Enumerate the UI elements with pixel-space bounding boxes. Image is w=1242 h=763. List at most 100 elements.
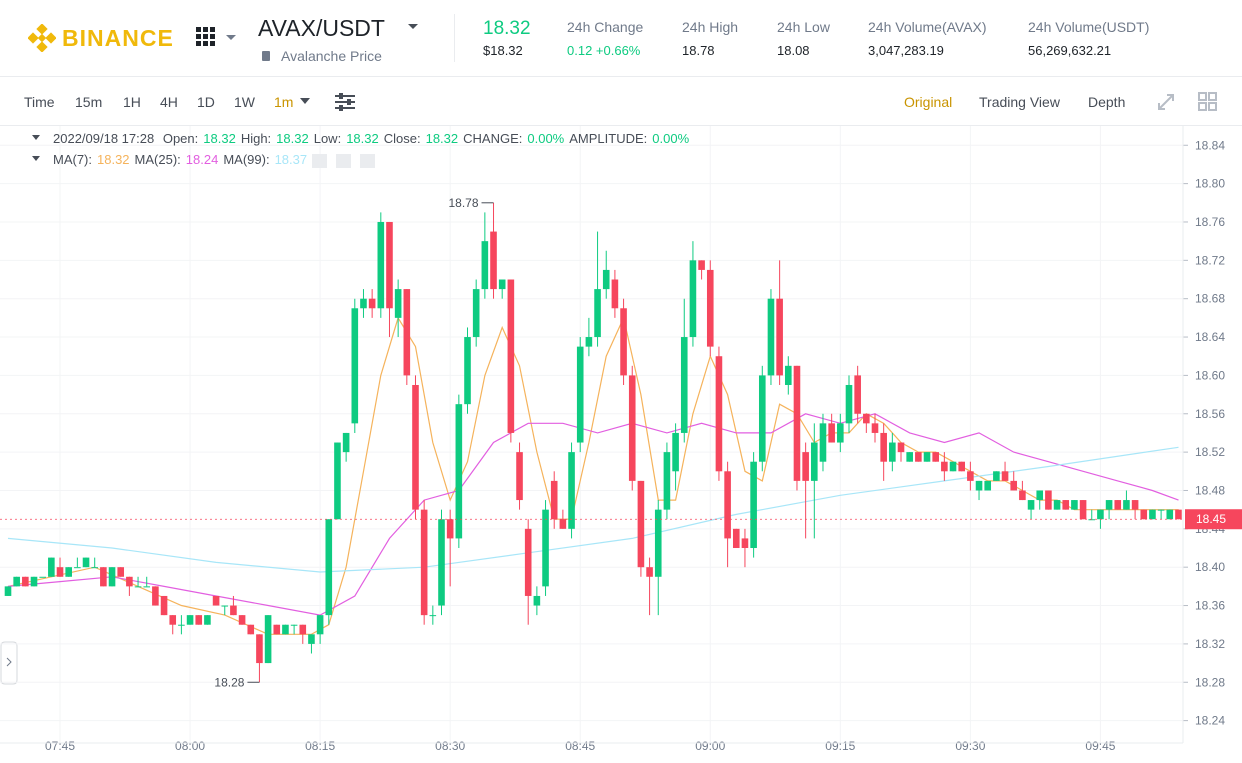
- y-tick-label: 18.32: [1195, 637, 1225, 651]
- candle-body: [299, 624, 307, 635]
- info-label: CHANGE:: [463, 131, 523, 146]
- info-label: Low:: [313, 131, 342, 146]
- stat-label: 24h Change: [567, 19, 644, 35]
- candle-body: [819, 423, 827, 462]
- pair-name[interactable]: AVAX/USDT: [258, 15, 385, 41]
- candle-body: [732, 528, 740, 549]
- candle-body: [143, 586, 151, 588]
- candle-body: [377, 221, 385, 309]
- candle-body: [1053, 500, 1061, 510]
- candle-body: [30, 576, 38, 587]
- stat-value: 18.78: [682, 43, 715, 58]
- view-tab[interactable]: Trading View: [979, 94, 1060, 110]
- ma-caret[interactable]: [32, 156, 40, 161]
- candle-body: [594, 289, 601, 338]
- candle-body: [1071, 500, 1078, 510]
- layout-icon[interactable]: [1198, 92, 1218, 112]
- candle-body: [689, 260, 697, 338]
- candle-body: [507, 279, 515, 433]
- candle-body: [22, 576, 29, 587]
- candle-body: [923, 452, 931, 462]
- candle-body: [394, 289, 402, 318]
- y-tick-label: 18.80: [1195, 177, 1225, 191]
- candle-body: [282, 624, 289, 635]
- y-tick-label: 18.48: [1195, 483, 1225, 497]
- candle-body: [776, 298, 783, 376]
- candle-body: [1114, 500, 1122, 510]
- interval-tab[interactable]: 1m: [274, 94, 294, 110]
- y-tick-label: 18.64: [1195, 330, 1225, 344]
- side-toggle-arrow: [6, 657, 12, 667]
- apps-menu[interactable]: [196, 27, 238, 47]
- candle-body: [663, 452, 671, 510]
- y-tick-label: 18.72: [1195, 253, 1225, 267]
- candle-body: [1045, 490, 1052, 510]
- candle-body: [637, 480, 645, 568]
- candle-body: [65, 567, 72, 577]
- pair-subtitle[interactable]: Avalanche Price: [281, 48, 382, 64]
- info-value: 18.32: [425, 131, 459, 146]
- interval-tab[interactable]: 1W: [234, 94, 255, 110]
- candle-body: [698, 260, 705, 270]
- candle-body: [724, 471, 731, 539]
- candle-body: [715, 356, 723, 472]
- candle-body: [620, 308, 627, 376]
- view-tab[interactable]: Depth: [1088, 94, 1126, 110]
- y-tick-label: 18.28: [1195, 675, 1225, 689]
- candle-body: [1166, 509, 1174, 520]
- y-tick-label: 18.40: [1195, 560, 1225, 574]
- candle-body: [160, 595, 168, 616]
- ma-legend: MA(7): 18.32 MA(25): 18.24 MA(99): 18.37: [53, 152, 384, 168]
- ma-close-icon[interactable]: [360, 153, 376, 168]
- candle-body: [264, 615, 272, 664]
- info-caret[interactable]: [32, 135, 40, 140]
- interval-tab[interactable]: 1D: [197, 94, 215, 110]
- fullscreen-icon[interactable]: [1156, 92, 1176, 112]
- settings-icon[interactable]: [334, 92, 356, 112]
- candle-body: [108, 567, 116, 587]
- side-toggle[interactable]: [0, 641, 18, 685]
- interval-dropdown[interactable]: [298, 97, 312, 107]
- pair-dropdown[interactable]: [407, 22, 419, 32]
- candle-body: [195, 615, 203, 625]
- candle-body: [169, 615, 177, 625]
- candle-body: [568, 452, 575, 529]
- candle-body: [680, 337, 688, 433]
- stat-value: 56,269,632.21: [1028, 43, 1112, 58]
- candle-body: [793, 365, 801, 481]
- x-tick-label: 08:30: [435, 739, 465, 753]
- interval-tab[interactable]: 1H: [123, 94, 141, 110]
- candle-body: [542, 509, 549, 587]
- candle-body: [611, 279, 619, 309]
- logo-text[interactable]: BINANCE: [62, 25, 174, 51]
- candle-body: [420, 509, 428, 616]
- view-tab[interactable]: Original: [904, 94, 953, 110]
- candle-body: [386, 221, 393, 309]
- candle-body: [412, 384, 419, 510]
- candle-body: [550, 480, 558, 520]
- candle-body: [880, 432, 887, 462]
- interval-tab[interactable]: 15m: [75, 94, 103, 110]
- toolbar: Time 15m 1H 4H 1D 1W 1m Original Trading View De…: [0, 77, 1242, 126]
- candle-body: [247, 624, 255, 635]
- stat-label: 24h Volume(AVAX): [868, 19, 987, 35]
- candle-body: [706, 269, 714, 347]
- ma-gear-icon[interactable]: [336, 153, 352, 168]
- candle-body: [837, 423, 844, 443]
- candle-body: [1010, 480, 1018, 491]
- candle-body: [576, 346, 584, 443]
- y-tick-label: 18.76: [1195, 215, 1225, 229]
- info-date: 2022/09/18 17:28: [53, 131, 155, 146]
- y-tick-label: 18.56: [1195, 407, 1225, 421]
- candle-body: [967, 471, 974, 481]
- chart: 18.2418.2818.3218.3618.4018.4418.4818.52…: [0, 126, 1242, 753]
- candle-body: [906, 452, 913, 462]
- candle-body: [1062, 500, 1070, 510]
- stat-value: 3,047,283.19: [868, 43, 944, 58]
- ma-eye-icon[interactable]: [312, 153, 328, 168]
- candle-body: [516, 452, 523, 501]
- candle-body: [915, 452, 922, 462]
- candle-body: [1123, 500, 1130, 510]
- interval-tab[interactable]: 4H: [160, 94, 178, 110]
